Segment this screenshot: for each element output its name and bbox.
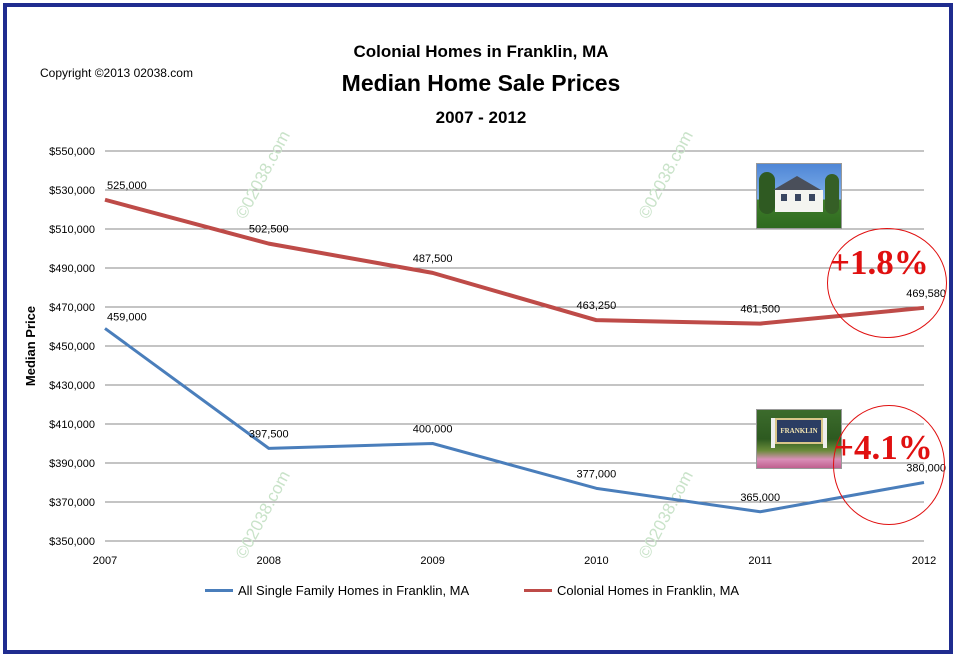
- window-shape: [781, 194, 787, 201]
- y-tick-label: $470,000: [49, 302, 95, 314]
- y-tick-label: $510,000: [49, 224, 95, 236]
- window-shape: [809, 194, 815, 201]
- sign-board: FRANKLIN: [775, 418, 823, 444]
- legend-label: Colonial Homes in Franklin, MA: [557, 583, 740, 598]
- watermark-text: ©02038.com: [232, 468, 294, 562]
- copyright-text: Copyright ©2013 02038.com: [40, 66, 193, 80]
- chart-title-line2: Median Home Sale Prices: [341, 70, 621, 96]
- chart-title-line3: 2007 - 2012: [435, 108, 527, 127]
- y-tick-label: $450,000: [49, 341, 95, 353]
- y-axis-label: Median Price: [23, 306, 38, 386]
- y-tick-label: $410,000: [49, 419, 95, 431]
- sign-post: [771, 418, 775, 448]
- chart-title-line1: Colonial Homes in Franklin, MA: [353, 42, 609, 61]
- watermark-text: ©02038.com: [232, 128, 294, 222]
- x-tick-label: 2012: [912, 555, 936, 567]
- data-label: 502,500: [249, 224, 289, 236]
- data-label: 463,250: [577, 300, 617, 312]
- colonial-change-badge: +1.8%: [827, 228, 947, 338]
- data-label: 365,000: [740, 492, 780, 504]
- data-label: 400,000: [413, 424, 453, 436]
- legend-label: All Single Family Homes in Franklin, MA: [238, 583, 470, 598]
- tree-shape: [759, 172, 775, 214]
- all-homes-change-text: +4.1%: [834, 428, 933, 467]
- legend-item-colonial: Colonial Homes in Franklin, MA: [524, 583, 739, 598]
- y-tick-label: $370,000: [49, 497, 95, 509]
- tree-shape: [825, 174, 839, 214]
- watermark-text: ©02038.com: [635, 468, 697, 562]
- chart-legend: All Single Family Homes in Franklin, MA …: [0, 583, 962, 603]
- chart-frame: [3, 3, 953, 654]
- data-label: 525,000: [107, 180, 147, 192]
- legend-swatch: [205, 589, 233, 592]
- all-homes-change-badge: +4.1%: [833, 405, 945, 525]
- y-tick-label: $490,000: [49, 263, 95, 275]
- data-label: 487,500: [413, 253, 453, 265]
- sign-post: [823, 418, 827, 448]
- house-photo-icon: [756, 163, 842, 229]
- colonial-change-text: +1.8%: [830, 243, 929, 282]
- legend-item-all-homes: All Single Family Homes in Franklin, MA: [205, 583, 469, 598]
- data-label: 377,000: [577, 468, 617, 480]
- x-tick-label: 2010: [584, 555, 608, 567]
- series-line-all-homes: [104, 327, 925, 514]
- data-label: 459,000: [107, 311, 147, 323]
- roof-shape: [773, 176, 821, 190]
- watermark-text: ©02038.com: [635, 128, 697, 222]
- x-tick-label: 2011: [748, 555, 772, 567]
- series-line-colonial: [104, 197, 925, 326]
- data-label: 461,500: [740, 304, 780, 316]
- x-tick-label: 2008: [257, 555, 281, 567]
- franklin-sign-photo-icon: FRANKLIN: [756, 409, 842, 469]
- y-tick-label: $430,000: [49, 380, 95, 392]
- y-tick-label: $530,000: [49, 185, 95, 197]
- y-tick-label: $350,000: [49, 536, 95, 548]
- x-tick-label: 2009: [420, 555, 444, 567]
- y-tick-label: $390,000: [49, 458, 95, 470]
- y-tick-label: $550,000: [49, 146, 95, 158]
- data-label: 397,500: [249, 428, 289, 440]
- x-tick-label: 2007: [93, 555, 117, 567]
- legend-swatch: [524, 589, 552, 592]
- window-shape: [795, 194, 801, 201]
